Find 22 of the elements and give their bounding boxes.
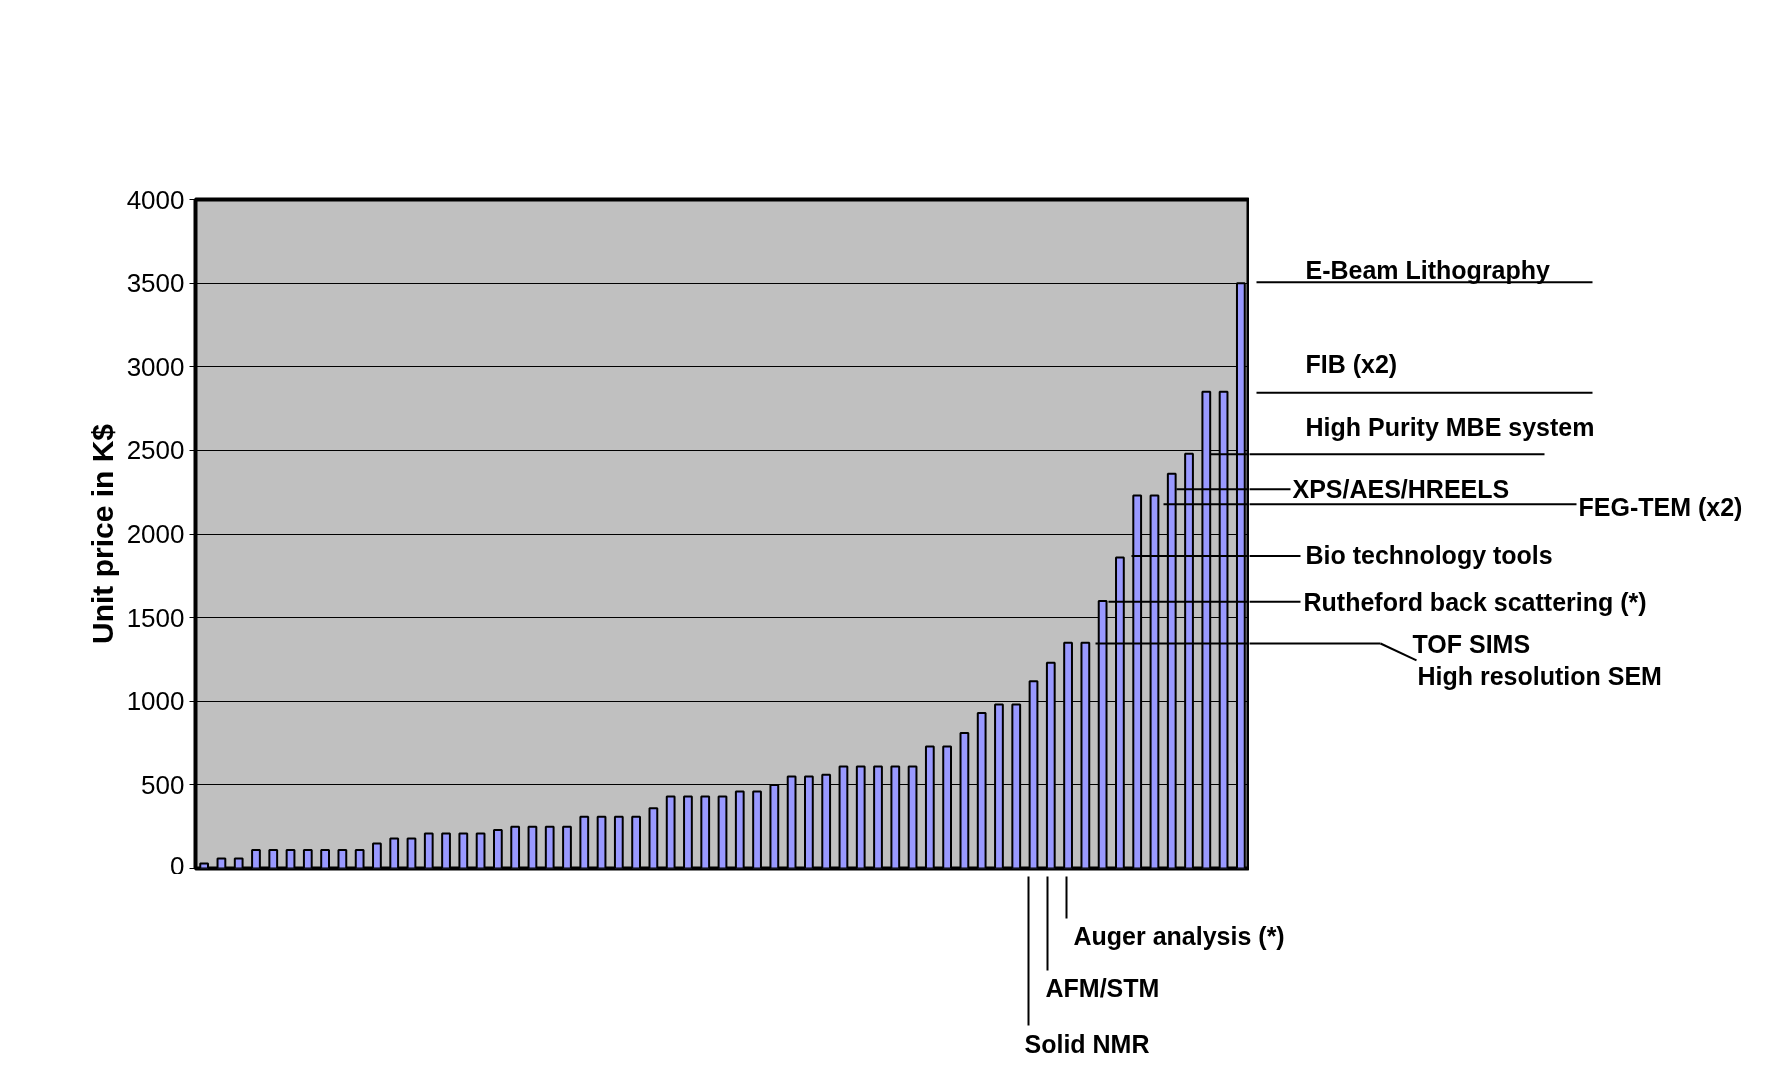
y-tick-label: 0	[170, 850, 185, 881]
y-tick-label: 1500	[126, 602, 185, 633]
text: Bio technology tools	[1305, 540, 1553, 569]
text: TOF SIMS	[1412, 629, 1531, 658]
y-tick-label: 3500	[126, 268, 185, 299]
y-tick-label: 500	[141, 769, 185, 800]
text: High Purity MBE system	[1305, 413, 1595, 442]
text: Rutheford back scattering (*)	[1303, 587, 1647, 616]
text: Solid NMR	[1024, 1029, 1150, 1058]
text: High resolution SEM	[1417, 662, 1662, 691]
y-tick-label: 3000	[126, 351, 185, 382]
text: Auger analysis (*)	[1073, 921, 1285, 950]
text: FEG-TEM (x2)	[1578, 493, 1743, 522]
y-tick-label: 2000	[126, 519, 185, 549]
y-axis-title: Unit price in K$	[85, 423, 119, 645]
text: E-Beam Lithography	[1305, 256, 1551, 285]
y-tick-label: 4000	[126, 184, 185, 215]
y-tick-label: 2500	[126, 435, 185, 466]
y-tick-label: 1000	[126, 686, 185, 717]
text: XPS/AES/HREELS	[1292, 475, 1510, 504]
text: FIB (x2)	[1305, 349, 1398, 378]
text: AFM/STM	[1045, 973, 1160, 1002]
